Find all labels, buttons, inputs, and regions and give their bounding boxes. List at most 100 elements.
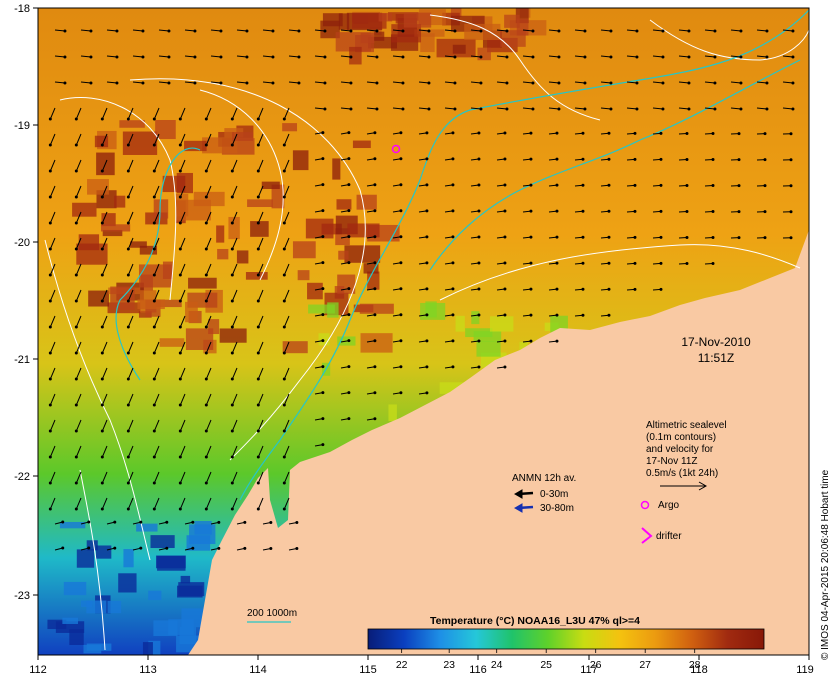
velocity-arrow: [49, 263, 56, 276]
velocity-arrow: [283, 315, 290, 328]
velocity-arrow: [127, 445, 134, 458]
velocity-arrow: [283, 237, 290, 250]
velocity-arrow: [179, 211, 186, 224]
velocity-arrow: [496, 107, 507, 110]
velocity-arrow: [101, 289, 108, 302]
velocity-arrow: [75, 237, 82, 250]
sea-level-contour: [59, 97, 177, 301]
velocity-arrow: [548, 107, 559, 110]
velocity-arrow: [262, 55, 273, 58]
velocity-arrow: [210, 55, 221, 58]
velocity-arrow: [49, 315, 56, 328]
velocity-arrow: [101, 341, 108, 354]
velocity-arrow: [127, 185, 134, 198]
velocity-arrow: [210, 81, 221, 84]
x-axis: 112 113 114 115 116 117 118 119: [29, 655, 814, 676]
velocity-arrow: [257, 315, 264, 328]
velocity-arrow: [756, 55, 767, 58]
velocity-arrow: [231, 289, 238, 302]
velocity-arrow: [153, 237, 160, 250]
velocity-arrow: [127, 315, 134, 328]
velocity-arrow: [101, 159, 108, 172]
y-tick-label: -19: [14, 120, 30, 132]
velocity-arrow: [392, 29, 403, 32]
drifter-icon: [641, 527, 653, 544]
velocity-arrow: [231, 393, 238, 406]
velocity-arrow: [101, 133, 108, 146]
velocity-arrow: [49, 393, 56, 406]
velocity-arrow: [153, 497, 160, 510]
velocity-arrow: [262, 29, 273, 32]
deep-arrow-icon: [513, 503, 534, 513]
velocity-arrow: [600, 81, 611, 84]
velocity-arrow: [366, 107, 377, 110]
velocity-arrow: [392, 81, 403, 84]
sea-level-contour: [429, 14, 601, 121]
velocity-arrow: [49, 497, 56, 510]
velocity-arrow: [231, 315, 238, 328]
velocity-arrow: [205, 393, 212, 406]
altimetry-line: Altimetric sealevel: [646, 420, 727, 431]
scale-arrow-icon: [660, 481, 708, 491]
velocity-arrow: [283, 497, 290, 510]
velocity-arrow: [522, 81, 533, 84]
velocity-arrow: [730, 107, 741, 110]
map-plot-area: [38, 8, 809, 655]
velocity-arrow: [49, 341, 56, 354]
velocity-arrow: [49, 133, 56, 146]
velocity-arrow: [205, 237, 212, 250]
velocity-arrow: [153, 133, 160, 146]
isobath-lines: [115, 9, 809, 501]
velocity-arrow: [231, 367, 238, 380]
sea-level-contours: [44, 14, 809, 651]
velocity-arrow: [49, 367, 56, 380]
velocity-arrow: [257, 471, 264, 484]
velocity-arrow: [210, 29, 221, 32]
velocity-arrow: [470, 107, 481, 110]
velocity-arrow: [283, 367, 290, 380]
land-mass: [188, 230, 809, 655]
velocity-arrow: [49, 107, 56, 120]
velocity-arrow: [782, 29, 793, 32]
velocity-arrow: [600, 107, 611, 110]
velocity-arrow: [153, 315, 160, 328]
velocity-arrow: [75, 289, 82, 302]
altimetry-legend: Altimetric sealevel (0.1m contours) and …: [646, 420, 727, 491]
velocity-arrow: [444, 29, 455, 32]
velocity-arrow: [283, 185, 290, 198]
x-tick-label: 116: [469, 664, 487, 676]
velocity-arrow: [652, 29, 663, 32]
velocity-arrow: [257, 367, 264, 380]
velocity-arrow: [127, 289, 134, 302]
velocity-arrow: [257, 497, 264, 510]
velocity-arrow: [231, 419, 238, 432]
velocity-arrow: [127, 133, 134, 146]
velocity-arrow: [49, 159, 56, 172]
velocity-arrow: [283, 159, 290, 172]
velocity-arrow: [127, 367, 134, 380]
velocity-arrow: [127, 263, 134, 276]
velocity-arrow: [600, 55, 611, 58]
velocity-arrows: [48, 29, 795, 551]
velocity-arrow: [522, 55, 533, 58]
velocity-arrow: [574, 29, 585, 32]
velocity-arrow: [49, 289, 56, 302]
velocity-arrow: [127, 107, 134, 120]
velocity-arrow: [127, 159, 134, 172]
velocity-arrow: [418, 29, 429, 32]
x-tick-label: 119: [796, 664, 814, 676]
velocity-arrow: [179, 497, 186, 510]
velocity-arrow: [470, 81, 481, 84]
sea-level-contour: [44, 239, 151, 561]
velocity-arrow: [179, 185, 186, 198]
velocity-arrow: [158, 29, 169, 32]
anmn-title: ANMN 12h av.: [512, 473, 576, 484]
velocity-arrow: [314, 55, 325, 58]
velocity-arrow: [231, 445, 238, 458]
velocity-arrow: [444, 81, 455, 84]
velocity-arrow: [101, 107, 108, 120]
credit-text: © IMOS 04-Apr-2015 20:06:48 Hobart time: [820, 469, 831, 660]
argo-float-marker: [391, 144, 401, 154]
anmn-deep-label: 30-80m: [540, 503, 574, 514]
